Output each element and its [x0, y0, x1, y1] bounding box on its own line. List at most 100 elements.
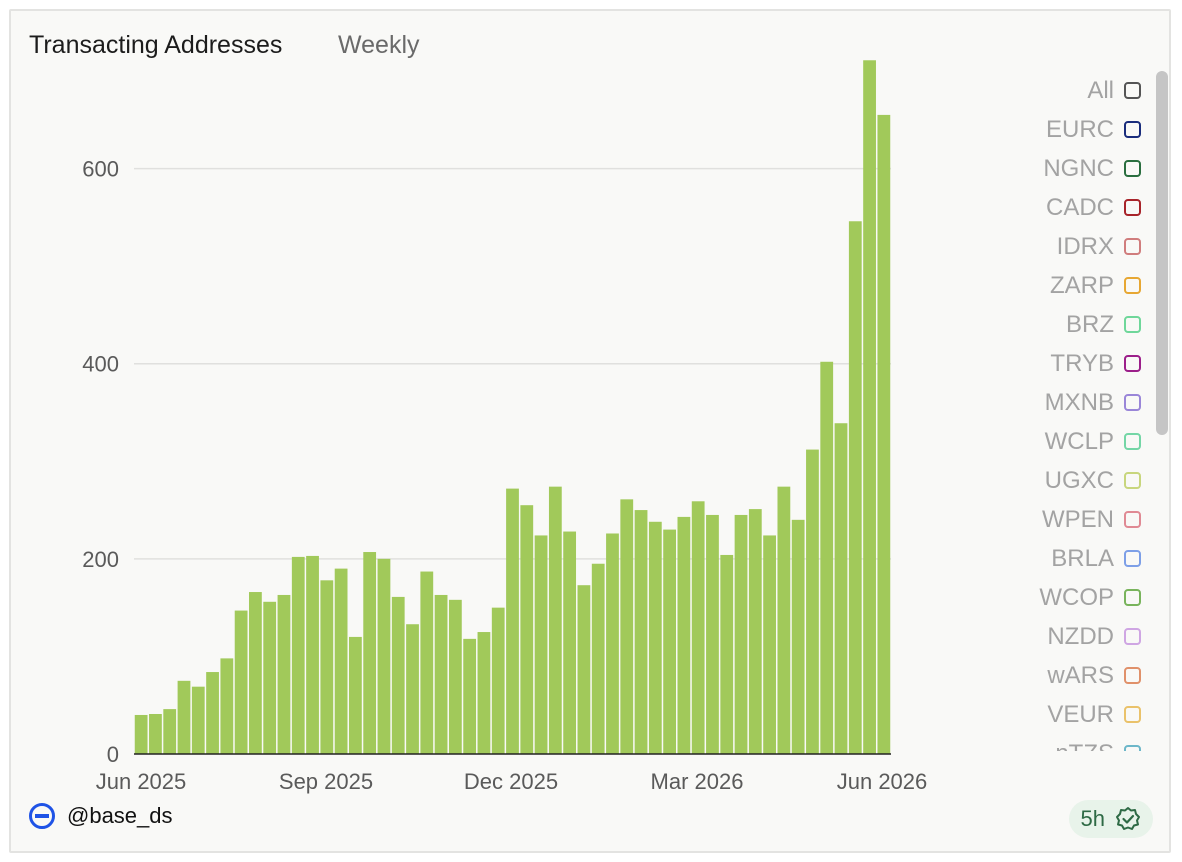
- legend-checkbox[interactable]: [1124, 316, 1141, 333]
- legend-checkbox[interactable]: [1124, 238, 1141, 255]
- legend-item-idrx[interactable]: IDRX: [1001, 227, 1141, 266]
- bar[interactable]: [163, 709, 177, 754]
- legend-item-brz[interactable]: BRZ: [1001, 305, 1141, 344]
- bar[interactable]: [191, 686, 205, 754]
- bar[interactable]: [306, 555, 319, 754]
- legend-checkbox[interactable]: [1124, 277, 1141, 294]
- bar[interactable]: [206, 672, 219, 754]
- legend-item-brla[interactable]: BRLA: [1001, 539, 1141, 578]
- bar[interactable]: [277, 594, 291, 754]
- legend-checkbox[interactable]: [1124, 433, 1141, 450]
- bar[interactable]: [863, 60, 876, 754]
- legend: All EURC NGNC CADC IDRX ZARP BRZ TRYB MXNB WCLP UG…: [1001, 71, 1141, 751]
- bar[interactable]: [448, 599, 462, 754]
- legend-label: UGXC: [1044, 466, 1114, 494]
- bar[interactable]: [291, 556, 305, 754]
- legend-item-cadc[interactable]: CADC: [1001, 188, 1141, 227]
- legend-checkbox[interactable]: [1124, 160, 1141, 177]
- bar[interactable]: [363, 552, 377, 754]
- freshness-badge[interactable]: 5h: [1068, 800, 1153, 838]
- bar[interactable]: [548, 486, 562, 754]
- bar[interactable]: [606, 533, 619, 754]
- legend-item-wars[interactable]: wARS: [1001, 656, 1141, 695]
- bar[interactable]: [620, 499, 634, 754]
- bar[interactable]: [491, 607, 505, 754]
- legend-checkbox[interactable]: [1124, 745, 1141, 751]
- bar[interactable]: [706, 514, 719, 754]
- bar[interactable]: [320, 580, 334, 754]
- freshness-label: 5h: [1080, 806, 1105, 831]
- bar[interactable]: [691, 501, 705, 754]
- legend-checkbox[interactable]: [1124, 121, 1141, 138]
- bar[interactable]: [806, 449, 819, 754]
- legend-item-mxnb[interactable]: MXNB: [1001, 383, 1141, 422]
- legend-checkbox[interactable]: [1124, 550, 1141, 567]
- bar[interactable]: [591, 563, 605, 754]
- legend-checkbox[interactable]: [1124, 355, 1141, 372]
- bar[interactable]: [249, 592, 262, 754]
- bar[interactable]: [677, 516, 691, 754]
- legend-checkbox[interactable]: [1124, 472, 1141, 489]
- legend-item-ngnc[interactable]: NGNC: [1001, 149, 1141, 188]
- bar[interactable]: [820, 361, 834, 754]
- legend-checkbox[interactable]: [1124, 394, 1141, 411]
- verified-check-icon: [1116, 807, 1140, 830]
- bar[interactable]: [149, 713, 162, 754]
- x-tick-label: Dec 2025: [464, 769, 558, 794]
- legend-item-wclp[interactable]: WCLP: [1001, 422, 1141, 461]
- bar[interactable]: [420, 571, 434, 754]
- bar[interactable]: [877, 114, 891, 754]
- bar[interactable]: [563, 531, 577, 754]
- bar[interactable]: [777, 486, 791, 754]
- brand[interactable]: @base_ds: [29, 803, 173, 829]
- bar[interactable]: [648, 521, 662, 754]
- bar[interactable]: [463, 638, 477, 754]
- bar[interactable]: [434, 594, 448, 754]
- bar[interactable]: [520, 505, 534, 754]
- legend-item-wcop[interactable]: WCOP: [1001, 578, 1141, 617]
- legend-item-nzdd[interactable]: NZDD: [1001, 617, 1141, 656]
- bar[interactable]: [791, 519, 805, 754]
- bar[interactable]: [377, 558, 391, 754]
- legend-checkbox[interactable]: [1124, 511, 1141, 528]
- legend-item-tryb[interactable]: TRYB: [1001, 344, 1141, 383]
- bar[interactable]: [334, 568, 348, 754]
- bar[interactable]: [263, 601, 277, 754]
- legend-scrollbar[interactable]: [1156, 71, 1168, 435]
- legend-item-eurc[interactable]: EURC: [1001, 110, 1141, 149]
- legend-item-all[interactable]: All: [1001, 71, 1141, 110]
- bar[interactable]: [834, 423, 848, 754]
- legend-checkbox[interactable]: [1124, 199, 1141, 216]
- legend-checkbox[interactable]: [1124, 667, 1141, 684]
- bar[interactable]: [534, 535, 548, 754]
- chart-subtitle: Weekly: [338, 31, 420, 59]
- legend-item-ntzs[interactable]: nTZS: [1001, 734, 1141, 751]
- bar[interactable]: [663, 529, 677, 754]
- bar[interactable]: [506, 488, 519, 754]
- legend-checkbox[interactable]: [1124, 706, 1141, 723]
- bar[interactable]: [748, 509, 762, 754]
- bar[interactable]: [220, 658, 234, 754]
- legend-item-veur[interactable]: VEUR: [1001, 695, 1141, 734]
- bar[interactable]: [234, 610, 248, 754]
- bar[interactable]: [134, 714, 148, 754]
- legend-checkbox[interactable]: [1124, 82, 1141, 99]
- legend-checkbox[interactable]: [1124, 628, 1141, 645]
- bar[interactable]: [763, 535, 776, 754]
- legend-item-ugxc[interactable]: UGXC: [1001, 461, 1141, 500]
- bar[interactable]: [720, 554, 734, 754]
- bar[interactable]: [348, 636, 362, 754]
- bar[interactable]: [734, 514, 748, 754]
- bar[interactable]: [391, 596, 405, 754]
- bar[interactable]: [477, 632, 491, 754]
- bar[interactable]: [848, 221, 862, 754]
- legend-checkbox[interactable]: [1124, 589, 1141, 606]
- legend-label: TRYB: [1050, 349, 1114, 377]
- bar[interactable]: [177, 680, 191, 754]
- bar[interactable]: [577, 585, 591, 754]
- legend-label: CADC: [1045, 193, 1114, 221]
- bar[interactable]: [406, 624, 419, 754]
- bar[interactable]: [634, 510, 648, 754]
- legend-item-wpen[interactable]: WPEN: [1001, 500, 1141, 539]
- legend-item-zarp[interactable]: ZARP: [1001, 266, 1141, 305]
